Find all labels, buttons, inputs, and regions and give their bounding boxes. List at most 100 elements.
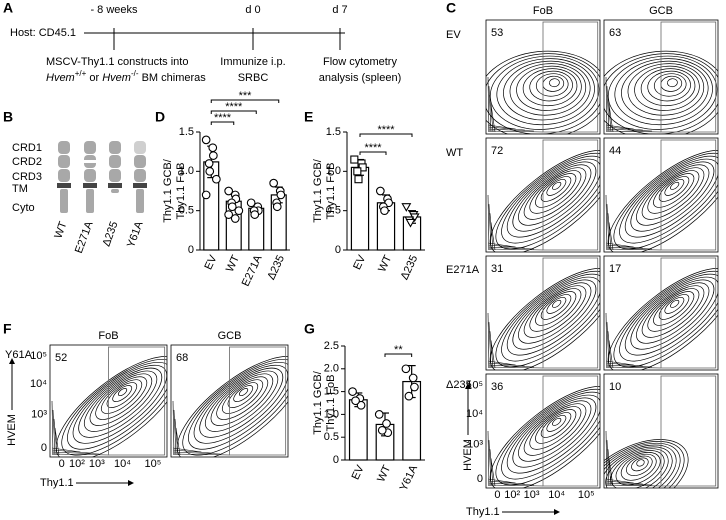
gate: [660, 21, 717, 133]
contour: [55, 356, 167, 457]
x-tick-label: 0: [494, 489, 500, 501]
y-tick-label: 1.0: [326, 165, 341, 177]
contour: [238, 388, 249, 397]
y-axis-label: HVEM: [6, 414, 18, 446]
axis-events: [488, 86, 492, 133]
data-point: [272, 202, 282, 212]
axis-events: [53, 418, 58, 456]
step-text-part: BM chimeras: [139, 72, 207, 84]
step-text-part: or: [86, 72, 102, 84]
significance-label: ****: [364, 142, 382, 154]
axis-events: [605, 128, 652, 132]
x-tick-label: 10²: [504, 489, 520, 501]
data-point: [205, 166, 215, 176]
axis-events: [487, 364, 534, 368]
plot-frame: [485, 19, 601, 135]
step-text-part: Hvem: [46, 72, 75, 84]
timepoint-label: d 7: [332, 4, 347, 16]
plot-frame: [603, 19, 719, 135]
axis-events: [51, 453, 109, 456]
gate-percent: 17: [609, 263, 621, 275]
axis-events: [605, 76, 608, 133]
x-axis-label: Thy1.1: [466, 506, 500, 518]
y-tick-label: 0.5: [179, 205, 194, 217]
data-point: [276, 190, 286, 200]
tm-domain: [83, 183, 97, 188]
contour: [636, 164, 710, 226]
domain-label: CRD3: [12, 171, 42, 183]
contour: [641, 167, 705, 220]
plot-frame: [603, 255, 719, 371]
contour: [658, 294, 690, 320]
contour-plot: [486, 50, 600, 134]
contour: [653, 73, 687, 97]
contour: [535, 73, 569, 97]
contour: [546, 178, 567, 196]
data-point: [375, 186, 385, 196]
y-tick-label: 10⁴: [466, 408, 483, 420]
data-point: [224, 186, 233, 196]
panel-label: F: [3, 321, 12, 337]
contour-plot: [605, 268, 718, 370]
x-tick-label: WT: [224, 253, 242, 274]
axis-events: [605, 124, 634, 130]
y-tick-label: 0: [333, 454, 339, 466]
plot-frame: [170, 344, 289, 458]
contour: [653, 291, 695, 326]
data-point: [208, 143, 218, 153]
contour: [227, 382, 259, 408]
plot-frame: [485, 137, 601, 253]
y-axis-label: Thy1.1 FoB: [175, 163, 187, 220]
y-tick-label: 0: [477, 473, 483, 485]
contour: [604, 444, 677, 488]
contour-plot: [487, 150, 600, 252]
x-tick-label: WT: [376, 253, 394, 274]
contour-plot: [172, 356, 288, 457]
crd-domain: [134, 169, 146, 182]
axis-events: [487, 366, 544, 369]
significance-bracket: [210, 121, 235, 125]
arrow-head: [128, 480, 134, 486]
data-point: [269, 178, 279, 188]
contour: [216, 376, 269, 420]
gate-percent: 10: [609, 381, 621, 393]
gate-percent: 44: [609, 145, 621, 157]
contour: [647, 288, 700, 332]
contour: [619, 273, 718, 362]
contour: [221, 379, 264, 414]
contour: [664, 296, 685, 314]
contour: [495, 270, 600, 368]
gate: [229, 346, 287, 456]
contour: [542, 75, 565, 92]
contour: [512, 161, 597, 232]
plot-frame: [603, 137, 719, 253]
axis-events: [608, 458, 614, 487]
contour: [641, 285, 705, 338]
step-text-part: -/-: [131, 69, 139, 78]
contour: [512, 279, 597, 350]
data-point: [401, 364, 411, 374]
x-tick-label: EV: [350, 463, 367, 482]
cyto-domain: [60, 189, 68, 213]
tm-domain: [108, 183, 122, 188]
variant-label: WT: [52, 220, 69, 240]
crd-domain: [58, 169, 70, 182]
y-tick-label: 0.5: [326, 205, 341, 217]
significance-bracket: [359, 133, 413, 137]
significance-label: **: [394, 344, 403, 356]
contour: [552, 181, 562, 190]
contour: [615, 452, 661, 486]
data-point: [224, 210, 233, 219]
axis-events: [174, 418, 179, 456]
y-tick-label: 1.5: [326, 126, 341, 138]
y-tick-label: 1.0: [324, 408, 339, 420]
contour: [529, 70, 573, 102]
contour: [540, 176, 572, 202]
y-tick-label: 10⁵: [30, 350, 47, 362]
panel-label: G: [304, 321, 315, 337]
contour: [604, 439, 689, 488]
data-point: [351, 396, 360, 406]
panel-label: A: [3, 0, 13, 16]
axis-events: [172, 400, 175, 456]
crd-domain: [84, 141, 96, 154]
